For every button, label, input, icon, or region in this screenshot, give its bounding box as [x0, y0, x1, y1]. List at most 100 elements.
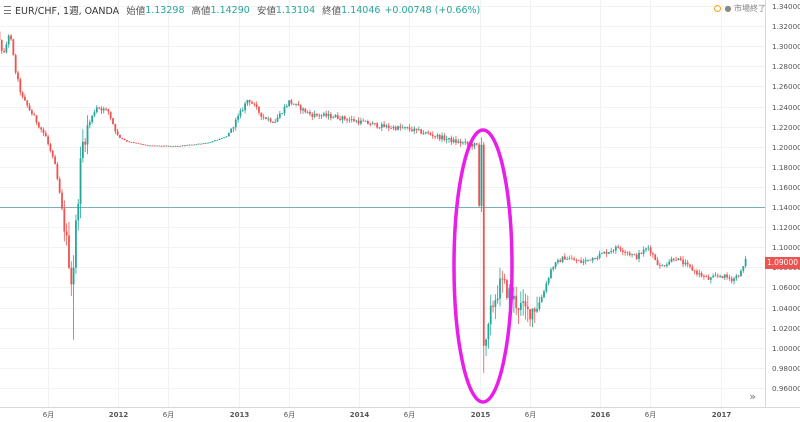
- candle-body: [322, 113, 325, 116]
- time-axis: 6月 2012 6月 2013 6月 2014 6月 2015 6月 2016 6月 2017: [43, 411, 732, 419]
- candle-body: [526, 306, 529, 310]
- candle-body: [475, 143, 478, 145]
- candle-body: [353, 119, 355, 122]
- candle-body: [86, 125, 89, 145]
- candle-body: [429, 133, 432, 135]
- candle-body: [186, 145, 189, 146]
- candle-body: [501, 278, 504, 280]
- candle-body: [441, 135, 443, 140]
- price-tick-label: 0.96000: [772, 384, 800, 393]
- candle-body: [56, 164, 59, 179]
- candle-body: [51, 150, 54, 157]
- candle-body: [436, 134, 439, 137]
- candle-body: [174, 145, 177, 147]
- candle-body: [311, 114, 314, 117]
- candle-body: [385, 125, 388, 128]
- candle-body: [35, 115, 38, 123]
- candle-body: [714, 275, 717, 277]
- candle-body: [649, 247, 652, 254]
- candle-body: [686, 262, 689, 265]
- candle-body: [258, 106, 260, 113]
- candle-body: [142, 144, 145, 146]
- candle-body: [7, 35, 10, 45]
- price-tick-label: 1.06000: [772, 283, 800, 292]
- candle-body: [594, 257, 596, 260]
- candle-body: [610, 251, 613, 253]
- candle-body: [663, 265, 666, 267]
- candle-body: [494, 300, 497, 307]
- candle-body: [329, 114, 332, 118]
- candle-body: [566, 259, 569, 260]
- candle-body: [705, 276, 708, 278]
- candle-body: [251, 102, 253, 104]
- candle-body: [271, 121, 274, 123]
- candle-body: [614, 246, 617, 251]
- highlight-ellipse: [452, 128, 514, 404]
- price-tick-label: 1.28000: [772, 62, 800, 71]
- price-tick-label: 1.32000: [772, 22, 800, 31]
- open-value: 1.13298: [145, 4, 185, 16]
- candle-body: [176, 145, 179, 147]
- candle-body: [559, 260, 562, 263]
- candle-body: [348, 119, 351, 121]
- candle-body: [241, 110, 244, 112]
- candle-body: [288, 100, 291, 106]
- candle-body: [603, 251, 606, 254]
- candle-body: [61, 192, 63, 209]
- candle-body: [72, 267, 75, 285]
- candle-body: [274, 121, 277, 123]
- candle-body: [373, 123, 376, 124]
- candle-body: [232, 127, 235, 129]
- candle-body: [434, 136, 437, 137]
- candle-body: [248, 100, 251, 103]
- candle-body: [626, 252, 629, 254]
- candle-body: [309, 111, 311, 115]
- candle-body: [638, 252, 640, 259]
- candle-body: [728, 277, 731, 279]
- candle-body: [281, 113, 284, 115]
- candle-body: [487, 324, 490, 340]
- candle-body: [156, 145, 158, 147]
- price-tick-label: 1.00000: [772, 344, 800, 353]
- symbol-label[interactable]: EUR/CHF, 1週, OANDA: [15, 6, 120, 17]
- price-tick-label: 1.12000: [772, 223, 800, 232]
- candle-body: [503, 279, 506, 281]
- chart-grid: [0, 0, 765, 407]
- candle-body: [489, 305, 492, 325]
- candle-body: [318, 115, 321, 117]
- candle-body: [726, 274, 728, 278]
- clock-icon: [714, 5, 722, 12]
- candle-body: [190, 144, 193, 146]
- candle-body: [278, 113, 281, 118]
- candle-body: [295, 103, 297, 105]
- menu-icon[interactable]: [4, 6, 11, 14]
- candle-body: [485, 339, 487, 346]
- current-price-tag: 1.09000: [765, 257, 800, 269]
- open-label: 始値: [126, 6, 146, 17]
- candle-body: [223, 137, 226, 139]
- candle-body: [575, 260, 578, 262]
- time-tick-label: 2014: [350, 411, 370, 419]
- candle-body: [531, 308, 534, 320]
- candle-body: [334, 115, 337, 118]
- candle-body: [577, 260, 580, 262]
- candle-body: [24, 96, 26, 101]
- candle-body: [640, 252, 643, 254]
- candle-body: [341, 116, 344, 120]
- candle-body: [443, 135, 446, 140]
- candle-body: [12, 39, 15, 56]
- candle-body: [163, 145, 165, 147]
- candle-body: [413, 128, 416, 132]
- candle-body: [181, 145, 184, 147]
- candle-body: [350, 119, 353, 120]
- candle-body: [735, 275, 738, 279]
- candle-body: [411, 129, 413, 132]
- candle-body: [538, 302, 541, 309]
- candle-body: [49, 143, 52, 151]
- candle-body: [221, 137, 223, 139]
- close-value: 1.14046: [341, 4, 381, 16]
- candle-body: [77, 203, 80, 221]
- candle-body: [44, 133, 47, 137]
- candle-body: [260, 112, 263, 117]
- go-to-realtime-icon[interactable]: »: [749, 390, 756, 403]
